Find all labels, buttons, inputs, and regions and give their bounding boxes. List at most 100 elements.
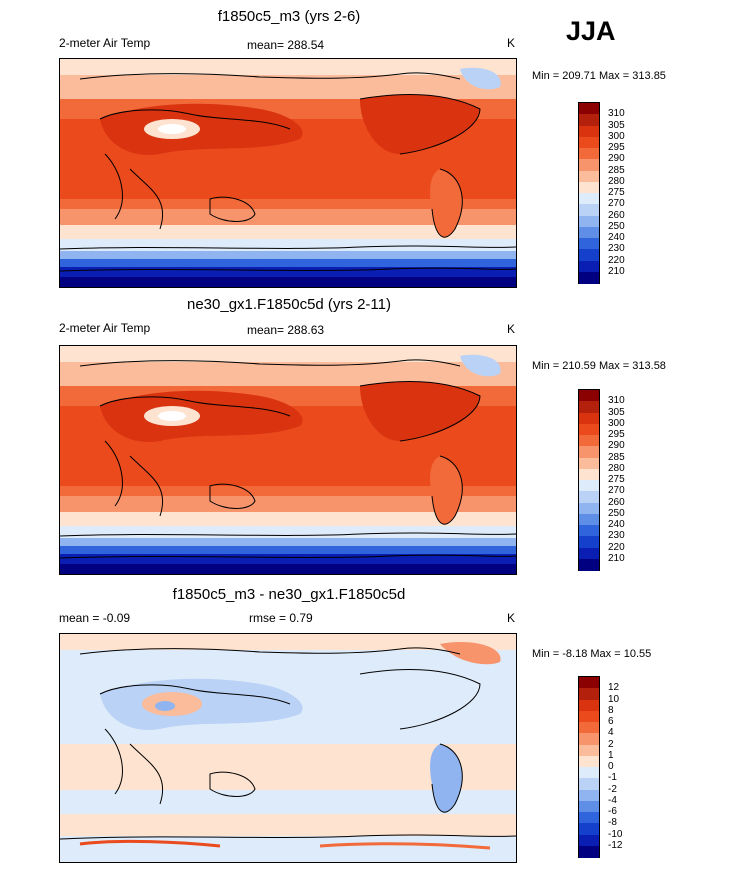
colorbar-box	[579, 480, 599, 492]
colorbar-box	[579, 170, 599, 183]
panel-2-map	[59, 345, 517, 575]
colorbar-box	[579, 491, 599, 504]
colorbar-box	[579, 125, 599, 138]
colorbar-tick-label: 290	[608, 153, 625, 165]
colorbar-tick-label: 310	[608, 395, 625, 407]
panel-3-map	[59, 633, 517, 863]
colorbar-tick-label: -8	[608, 817, 617, 829]
colorbar-tick-label: 220	[608, 254, 625, 266]
colorbar-tick-label: 285	[608, 164, 625, 176]
colorbar-box	[579, 181, 599, 194]
panel-1-map	[59, 58, 517, 288]
colorbar-tick-label: 270	[608, 485, 625, 497]
colorbar-tick-label: 295	[608, 142, 625, 153]
colorbar-tick-label: 4	[608, 727, 614, 739]
colorbar-tick-label: 10	[608, 693, 620, 705]
colorbar-tick-label: 280	[608, 462, 625, 474]
colorbar-tick-label: 275	[608, 474, 625, 485]
panel-2-map-svg	[60, 346, 516, 574]
colorbar-box	[579, 412, 599, 425]
colorbar-tick-label: 260	[608, 496, 625, 508]
panel-3-title: f1850c5_m3 - ne30_gx1.F1850c5d	[172, 586, 406, 603]
panel-2-title: ne30_gx1.F1850c5d (yrs 2-11)	[186, 296, 391, 313]
colorbar-tick-label: 240	[608, 519, 625, 530]
colorbar-tick-label: -12	[608, 839, 623, 851]
colorbar-tick-label: 220	[608, 541, 625, 553]
colorbar-tick-label: 300	[608, 417, 625, 429]
colorbar-tick-label: 230	[608, 530, 625, 542]
colorbar-box	[579, 148, 599, 160]
colorbar-box	[579, 513, 599, 526]
colorbar-tick-label: 210	[608, 552, 625, 564]
colorbar-tick-label: 295	[608, 429, 625, 440]
colorbar-box	[579, 249, 599, 262]
colorbar-box	[579, 457, 599, 470]
colorbar-tick-label: -6	[608, 806, 617, 817]
colorbar-box	[579, 103, 599, 115]
colorbar-tick-label: 305	[608, 119, 625, 131]
colorbar-tick-label: -10	[608, 828, 623, 840]
panel-2-variable-label: 2-meter Air Temp	[59, 321, 151, 335]
colorbar-tick-label: 275	[608, 187, 625, 198]
panel-1-colorbar	[578, 102, 600, 284]
season-label: JJA	[566, 16, 616, 46]
colorbar-box	[579, 547, 599, 560]
colorbar-box	[579, 536, 599, 549]
panel-1-minmax: Min = 209.71 Max = 313.85	[532, 70, 666, 82]
colorbar-box	[579, 136, 599, 149]
colorbar-tick-label: 250	[608, 220, 625, 232]
colorbar-box	[579, 823, 599, 836]
colorbar-box	[579, 468, 599, 481]
colorbar-tick-label: 250	[608, 507, 625, 519]
colorbar-tick-label: 285	[608, 451, 625, 463]
colorbar-box	[579, 710, 599, 723]
panel-3-minmax: Min = -8.18 Max = 10.55	[532, 648, 652, 660]
colorbar-tick-label: -2	[608, 783, 617, 795]
colorbar-tick-label: 8	[608, 704, 614, 716]
colorbar-box	[579, 390, 599, 402]
colorbar-tick-label: 0	[608, 761, 614, 772]
colorbar-box	[579, 834, 599, 847]
panel-1-variable-label: 2-meter Air Temp	[59, 36, 151, 50]
panel-3-colorbar	[578, 676, 600, 858]
panel-2-colorbar	[578, 389, 600, 571]
colorbar-tick-label: 300	[608, 130, 625, 142]
colorbar-tick-label: 260	[608, 209, 625, 221]
colorbar-box	[579, 114, 599, 127]
colorbar-box	[579, 558, 599, 571]
colorbar-tick-label: -4	[608, 794, 617, 806]
colorbar-box	[579, 688, 599, 701]
colorbar-box	[579, 215, 599, 228]
colorbar-box	[579, 260, 599, 273]
panel-2-minmax: Min = 210.59 Max = 313.58	[532, 360, 666, 372]
panel-1-title: f1850c5_m3 (yrs 2-6)	[217, 8, 361, 25]
colorbar-tick-label: 280	[608, 175, 625, 187]
colorbar-tick-label: 210	[608, 265, 625, 277]
panel-2-mean-label: mean= 288.63	[247, 323, 325, 337]
colorbar-box	[579, 733, 599, 746]
panel-3-units-label: K	[507, 611, 516, 625]
colorbar-box	[579, 699, 599, 712]
colorbar-tick-label: 6	[608, 716, 614, 727]
colorbar-box	[579, 435, 599, 447]
colorbar-box	[579, 159, 599, 172]
colorbar-box	[579, 423, 599, 436]
colorbar-tick-label: 240	[608, 232, 625, 243]
colorbar-tick-label: 230	[608, 243, 625, 255]
panel-1-map-svg	[60, 59, 516, 287]
colorbar-box	[579, 401, 599, 414]
colorbar-box	[579, 204, 599, 217]
colorbar-box	[579, 755, 599, 768]
colorbar-box	[579, 271, 599, 284]
colorbar-tick-label: 305	[608, 406, 625, 418]
colorbar-tick-label: 1	[608, 749, 614, 761]
colorbar-box	[579, 502, 599, 515]
panel-1-mean-label: mean= 288.54	[247, 38, 325, 52]
panel-2-units-label: K	[507, 322, 516, 336]
colorbar-tick-label: -1	[608, 772, 617, 784]
colorbar-box	[579, 845, 599, 858]
panel-3-map-svg	[60, 634, 516, 862]
colorbar-tick-label: 12	[608, 682, 620, 694]
colorbar-box	[579, 722, 599, 734]
colorbar-tick-label: 2	[608, 738, 614, 750]
